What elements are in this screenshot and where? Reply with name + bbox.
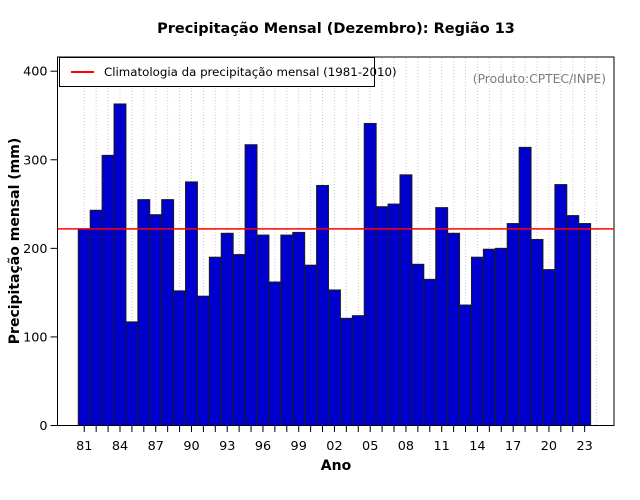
bar-2021 bbox=[554, 184, 568, 426]
bar-1984 bbox=[113, 103, 127, 426]
y-tick-label: 200 bbox=[23, 242, 47, 257]
bar-1992 bbox=[208, 256, 222, 426]
x-tick-label: 90 bbox=[183, 439, 199, 454]
chart-title: Precipitação Mensal (Dezembro): Região 1… bbox=[157, 21, 515, 37]
x-tick-label: 96 bbox=[255, 439, 271, 454]
x-tick-label: 11 bbox=[434, 439, 450, 454]
bar-2017 bbox=[506, 223, 520, 426]
climatology-line-swatch bbox=[71, 71, 94, 73]
bar-2011 bbox=[435, 207, 449, 426]
bar-2019 bbox=[530, 238, 544, 426]
y-tick-label: 100 bbox=[23, 330, 47, 345]
bar-2005 bbox=[363, 122, 377, 427]
bar-2016 bbox=[494, 247, 508, 426]
bar-1988 bbox=[161, 199, 175, 426]
bar-2020 bbox=[542, 269, 556, 426]
bar-2018 bbox=[518, 146, 532, 426]
bar-2023 bbox=[578, 223, 592, 426]
bar-2015 bbox=[482, 248, 496, 426]
x-tick-label: 05 bbox=[362, 439, 378, 454]
bar-2012 bbox=[447, 232, 461, 426]
bar-2004 bbox=[351, 315, 365, 427]
bar-2007 bbox=[387, 203, 401, 426]
y-axis-title: Precipitação mensal (mm) bbox=[7, 137, 23, 345]
bar-1989 bbox=[173, 290, 187, 426]
x-tick-label: 84 bbox=[112, 439, 128, 454]
bar-1985 bbox=[125, 321, 139, 426]
bar-2001 bbox=[316, 184, 329, 426]
bar-2002 bbox=[328, 289, 341, 427]
bar-2008 bbox=[399, 174, 413, 426]
bar-1986 bbox=[137, 199, 151, 426]
bar-1990 bbox=[185, 181, 198, 426]
x-tick-label: 93 bbox=[219, 439, 235, 454]
bar-1998 bbox=[280, 234, 294, 426]
bar-1993 bbox=[220, 232, 234, 426]
bar-1983 bbox=[101, 154, 115, 426]
x-tick-label: 17 bbox=[505, 439, 521, 454]
bar-1996 bbox=[256, 234, 270, 426]
bar-1981 bbox=[77, 228, 91, 426]
x-tick-label: 81 bbox=[76, 439, 92, 454]
x-axis-title: Ano bbox=[320, 458, 352, 474]
x-tick-label: 87 bbox=[148, 439, 164, 454]
y-tick-label: 300 bbox=[23, 153, 47, 168]
bar-2009 bbox=[411, 263, 425, 427]
bar-2022 bbox=[566, 215, 580, 426]
bar-1982 bbox=[89, 209, 103, 426]
bar-2000 bbox=[304, 264, 318, 426]
x-tick-label: 08 bbox=[398, 439, 414, 454]
bar-1987 bbox=[149, 214, 163, 426]
legend-label: Climatologia da precipitação mensal (198… bbox=[104, 65, 397, 79]
x-tick-label: 14 bbox=[469, 439, 485, 454]
bar-2014 bbox=[470, 256, 484, 426]
x-tick-label: 02 bbox=[326, 439, 342, 454]
bar-2010 bbox=[423, 278, 437, 426]
bar-1995 bbox=[244, 144, 258, 426]
bar-1991 bbox=[196, 295, 210, 426]
product-annotation: (Produto:CPTEC/INPE) bbox=[472, 72, 606, 86]
x-tick-label: 20 bbox=[541, 439, 557, 454]
bar-1999 bbox=[292, 231, 306, 426]
y-tick-label: 0 bbox=[39, 419, 47, 434]
legend: Climatologia da precipitação mensal (198… bbox=[59, 57, 397, 87]
y-tick-label: 400 bbox=[23, 65, 47, 80]
bar-2003 bbox=[339, 317, 353, 427]
bar-1994 bbox=[232, 254, 246, 426]
x-tick-label: 99 bbox=[291, 439, 307, 454]
bar-2006 bbox=[375, 206, 389, 426]
x-tick-label: 23 bbox=[577, 439, 593, 454]
bar-1997 bbox=[268, 281, 282, 427]
bar-2013 bbox=[459, 304, 472, 427]
